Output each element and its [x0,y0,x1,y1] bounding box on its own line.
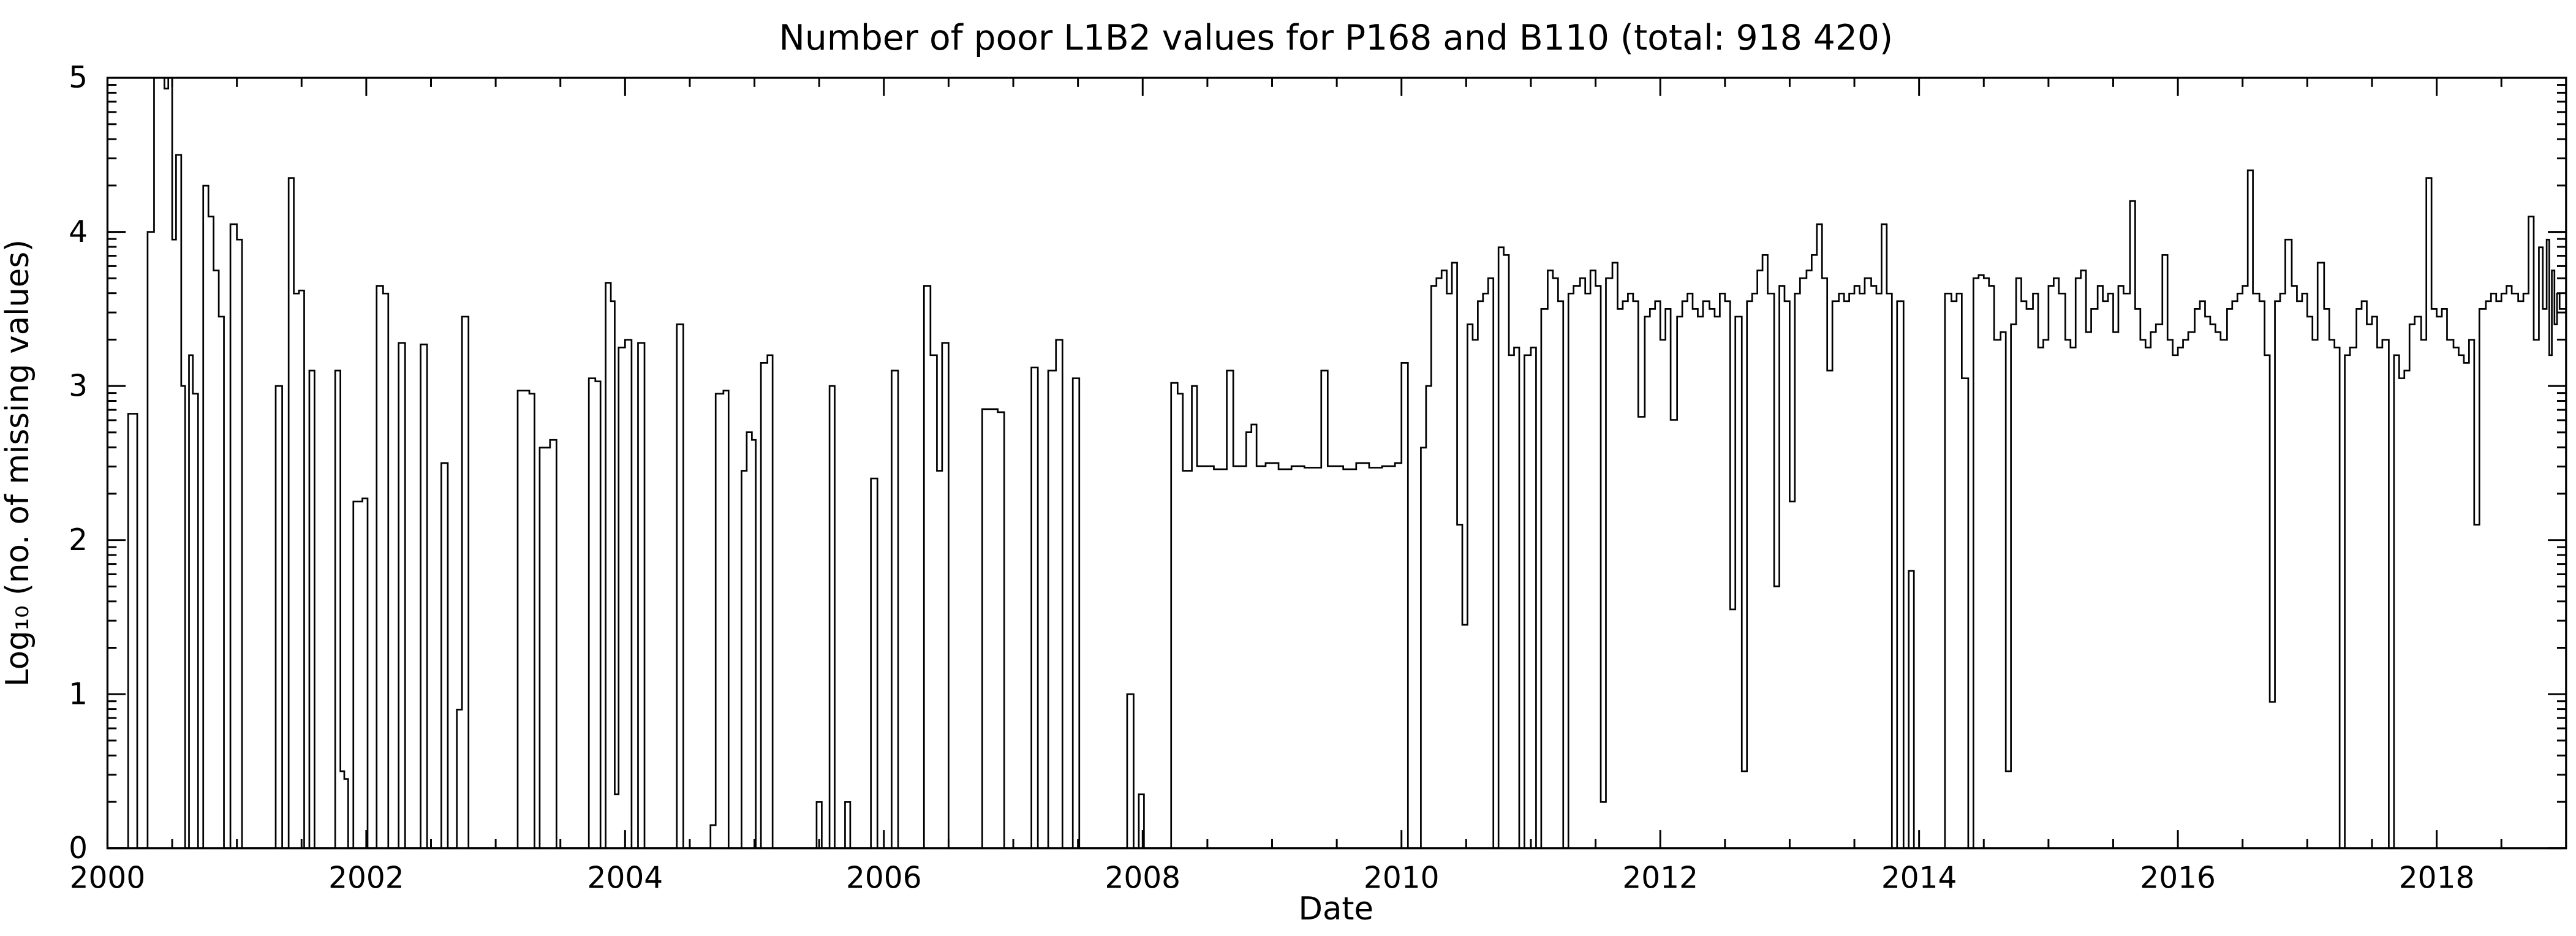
y-tick-label: 3 [69,369,88,403]
x-tick-label: 2004 [587,861,663,896]
x-tick-label: 2012 [1622,861,1698,896]
y-tick-label: 0 [69,831,88,866]
tick-labels: 2000 2002 2004 2006 2008 2010 2012 2014 2016 2018… [69,61,2474,895]
y-tick-label: 1 [69,677,88,711]
y-tick-label: 5 [69,61,88,95]
x-tick-label: 2008 [1105,861,1180,896]
y-axis-label: Log₁₀ (no. of missing values) [0,240,36,687]
y-tick-label: 2 [69,523,88,557]
x-tick-label: 2018 [2399,861,2475,896]
x-tick-label: 2002 [328,861,404,896]
y-tick-label: 4 [69,215,88,249]
x-tick-label: 2014 [1881,861,1957,896]
x-tick-label: 2000 [70,861,146,896]
x-tick-label: 2010 [1364,861,1440,896]
chart-title: Number of poor L1B2 values for P168 and … [779,18,1893,58]
axes-frame [106,77,2567,850]
x-tick-label: 2016 [2140,861,2216,896]
x-tick-label: 2006 [846,861,922,896]
axes-ticks [106,77,2566,850]
x-axis-label: Date [1298,891,1373,927]
